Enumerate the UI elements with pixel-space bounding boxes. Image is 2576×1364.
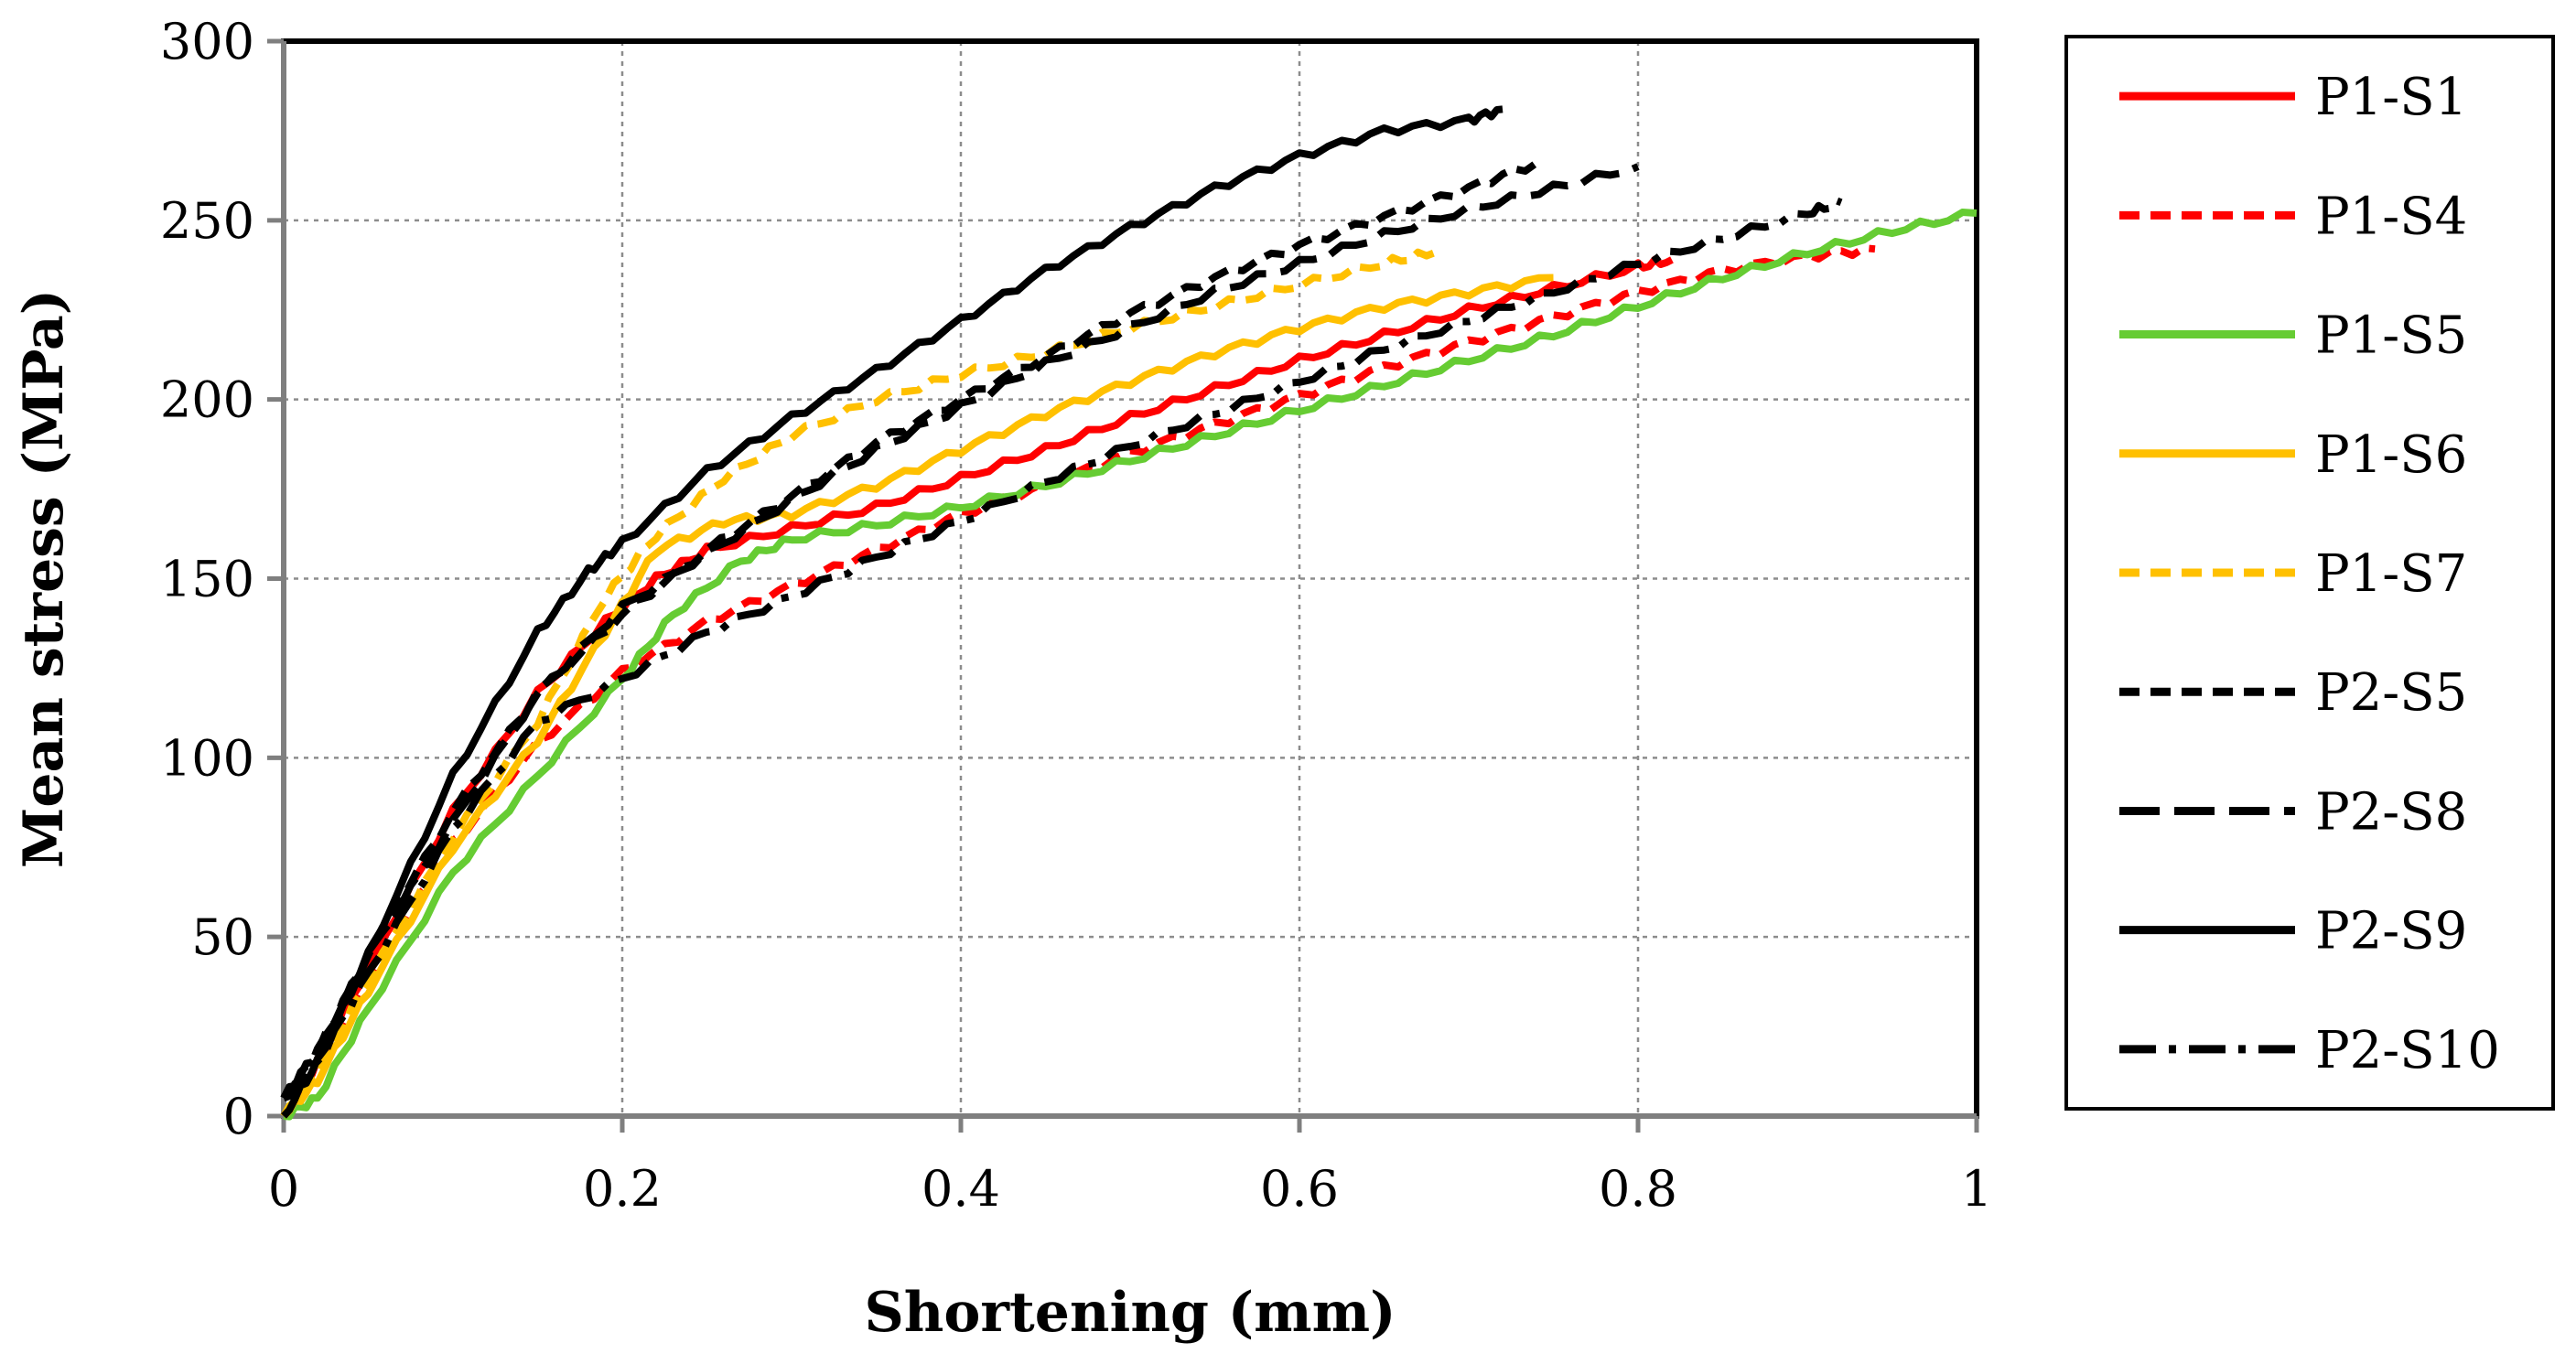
x-tick-label: 0.2	[583, 1160, 662, 1218]
series-line-P2-S9	[281, 105, 1504, 1119]
legend-label: P2-S9	[2315, 902, 2467, 961]
legend-label: P1-S6	[2315, 425, 2467, 485]
legend-label: P2-S8	[2315, 782, 2467, 842]
axes	[267, 38, 1979, 1133]
x-tick-label: 0.6	[1260, 1160, 1339, 1218]
y-tick-label: 100	[160, 729, 254, 787]
legend-label: P1-S1	[2315, 68, 2467, 127]
legend: P1-S1 P1-S4 P1-S5 P1-S6 P1-S7 P2-S5 P2-S8 P2-S9…	[2064, 35, 2555, 1111]
series-line-P1-S1	[280, 255, 1674, 1119]
x-tick-label: 1	[1961, 1160, 1992, 1218]
x-tick-label: 0	[268, 1160, 299, 1218]
series-line-P2-S5	[280, 159, 1539, 1101]
y-tick-label: 200	[160, 371, 254, 429]
series-line-P2-S10	[282, 196, 1843, 1102]
legend-label: P2-S10	[2315, 1021, 2500, 1080]
y-tick-label: 0	[223, 1088, 254, 1145]
x-axis-title: Shortening (mm)	[864, 1281, 1396, 1345]
x-tick-label: 0.8	[1599, 1160, 1677, 1218]
y-tick-label: 300	[160, 13, 254, 70]
series-line-P1-S6	[281, 274, 1554, 1119]
x-tick-label: 0.4	[922, 1160, 1000, 1218]
y-axis-title: Mean stress (MPa)	[12, 289, 76, 868]
series-lines	[280, 105, 1978, 1121]
legend-label: P1-S4	[2315, 187, 2467, 246]
legend-label: P1-S5	[2315, 306, 2467, 366]
y-tick-label: 50	[191, 908, 254, 966]
tick-labels: 0 50 100 150 200 250 300 0 0.2 0.4 0.6 0.8 1	[160, 13, 1992, 1218]
y-tick-label: 250	[160, 192, 254, 250]
y-tick-label: 150	[160, 551, 254, 608]
legend-label: P2-S5	[2315, 663, 2467, 723]
gridlines	[284, 41, 1977, 1116]
series-line-P1-S5	[283, 209, 1978, 1121]
legend-label: P1-S7	[2315, 544, 2467, 604]
